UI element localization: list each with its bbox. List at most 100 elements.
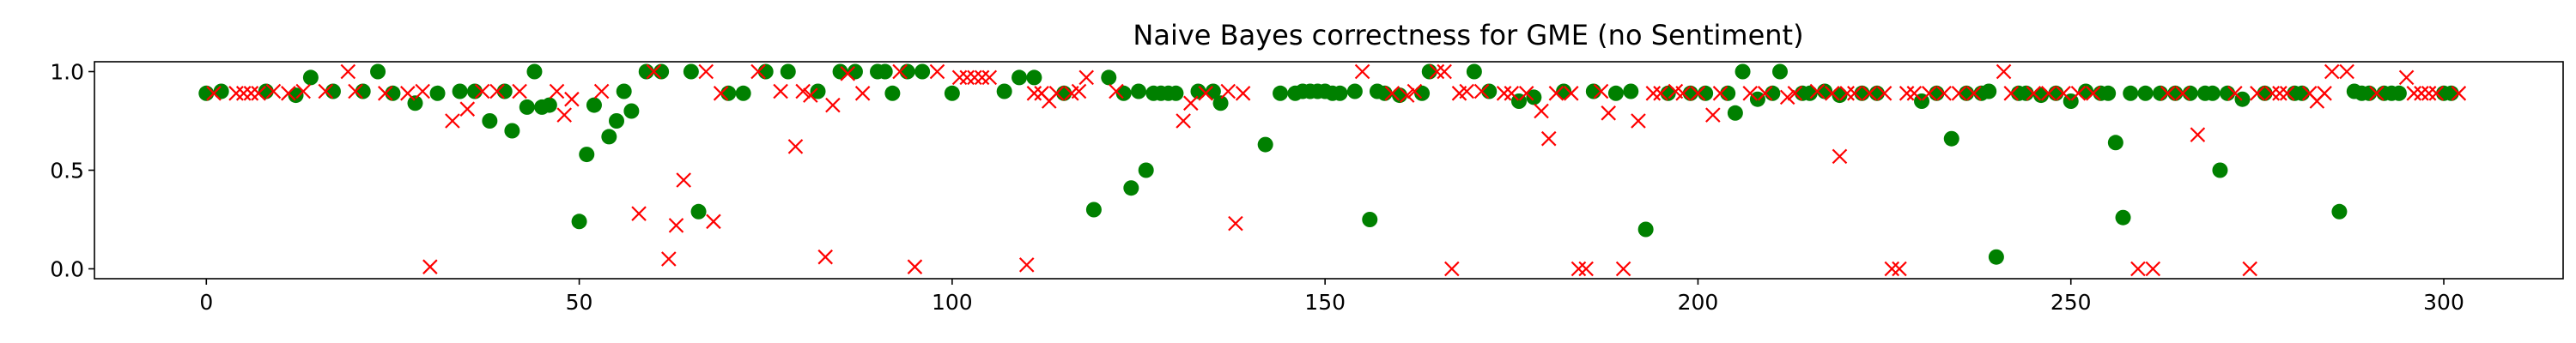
correct-point <box>623 103 640 119</box>
incorrect-point <box>1473 83 1490 99</box>
x-mark-stroke <box>318 83 334 99</box>
incorrect-point <box>1384 86 1400 101</box>
correct-point <box>2204 85 2221 101</box>
correct-point <box>735 85 751 101</box>
incorrect-point <box>1183 95 1199 111</box>
incorrect-point <box>2414 86 2429 101</box>
incorrect-point <box>1176 113 1191 129</box>
incorrect-point <box>1601 105 1616 121</box>
incorrect-point <box>1564 86 1579 101</box>
correct-point <box>720 85 737 101</box>
correct-point <box>1421 63 1437 80</box>
x-mark-stroke <box>1496 86 1512 101</box>
x-mark-stroke <box>2339 63 2354 80</box>
x-mark-stroke <box>892 63 908 80</box>
correct-point <box>1123 180 1139 196</box>
incorrect-point <box>1847 86 1862 101</box>
incorrect-point <box>564 91 580 107</box>
chart-title: Naive Bayes correctness for GME (no Sent… <box>1133 19 1803 51</box>
incorrect-point <box>787 139 804 154</box>
x-mark-stroke <box>1198 86 1213 101</box>
x-mark-stroke <box>2070 86 2087 101</box>
x-mark-stroke <box>265 83 282 99</box>
x-mark-stroke <box>951 69 968 86</box>
x-mark-stroke <box>1906 86 1923 101</box>
incorrect-point <box>795 83 811 99</box>
x-mark-stroke <box>1578 261 1594 277</box>
incorrect-point <box>773 83 788 99</box>
correct-point <box>1637 221 1654 238</box>
x-mark-stroke <box>2451 86 2467 101</box>
x-mark-stroke <box>1564 86 1579 101</box>
y-tick-label: 0.5 <box>50 159 84 184</box>
x-mark-stroke <box>1615 261 1631 277</box>
incorrect-point <box>2264 86 2281 101</box>
x-mark-stroke <box>1862 86 1877 101</box>
x-mark-stroke <box>2086 86 2101 101</box>
correct-point <box>1988 249 2004 265</box>
x-mark-stroke <box>459 101 476 117</box>
correct-point <box>847 63 863 80</box>
x-mark-stroke <box>706 214 721 230</box>
x-mark-stroke <box>1220 83 1236 99</box>
incorrect-point <box>1892 261 1907 277</box>
x-mark-stroke <box>825 97 841 113</box>
correct-point <box>519 99 535 115</box>
x-mark-stroke <box>981 69 998 86</box>
correct-point <box>877 63 893 80</box>
x-tick-label: 150 <box>1304 290 1346 315</box>
x-mark-stroke <box>593 83 610 99</box>
incorrect-point <box>892 63 908 80</box>
x-mark-stroke <box>1540 130 1557 147</box>
correct-point <box>690 203 707 220</box>
incorrect-point <box>840 66 856 81</box>
x-mark-stroke <box>631 206 647 221</box>
incorrect-point <box>1534 103 1549 119</box>
x-mark-stroke <box>907 259 923 274</box>
incorrect-point <box>1354 63 1370 80</box>
correct-point <box>482 113 498 129</box>
correct-point <box>2361 85 2378 101</box>
correct-point <box>370 63 386 80</box>
x-tick-label: 50 <box>566 290 593 315</box>
incorrect-point <box>1437 63 1452 80</box>
x-mark-stroke <box>661 251 677 267</box>
x-mark-stroke <box>787 139 804 154</box>
x-mark-stroke <box>1690 86 1706 101</box>
correct-point <box>1332 85 1348 101</box>
x-tick-label: 0 <box>199 290 213 315</box>
incorrect-point <box>281 86 296 101</box>
incorrect-point <box>1540 130 1557 147</box>
incorrect-point <box>1220 83 1236 99</box>
incorrect-point <box>2003 86 2020 101</box>
incorrect-point <box>2406 86 2422 101</box>
correct-point <box>466 83 483 99</box>
x-mark-stroke <box>1459 83 1474 99</box>
incorrect-point <box>676 172 691 188</box>
incorrect-point <box>2279 86 2295 101</box>
x-mark-stroke <box>2421 86 2437 101</box>
correct-point <box>2212 162 2228 178</box>
incorrect-point <box>243 86 259 101</box>
incorrect-point <box>228 86 244 101</box>
incorrect-point <box>1429 63 1445 80</box>
x-mark-stroke <box>2160 86 2176 101</box>
x-tick-label: 200 <box>1678 290 1719 315</box>
correct-point <box>526 63 543 80</box>
x-mark-stroke <box>2414 86 2429 101</box>
x-mark-stroke <box>1631 113 1646 129</box>
correct-point <box>638 63 654 80</box>
incorrect-point <box>1906 86 1923 101</box>
incorrect-point <box>1809 83 1826 99</box>
incorrect-point <box>1839 86 1855 101</box>
correct-point <box>2137 85 2154 101</box>
incorrect-point <box>489 83 505 99</box>
correct-point <box>944 85 960 101</box>
incorrect-point <box>1951 86 1967 101</box>
x-mark-stroke <box>1429 63 1445 80</box>
incorrect-point <box>474 83 490 99</box>
incorrect-point <box>1876 86 1893 101</box>
x-mark-stroke <box>1354 63 1370 80</box>
x-mark-stroke <box>1034 86 1049 101</box>
